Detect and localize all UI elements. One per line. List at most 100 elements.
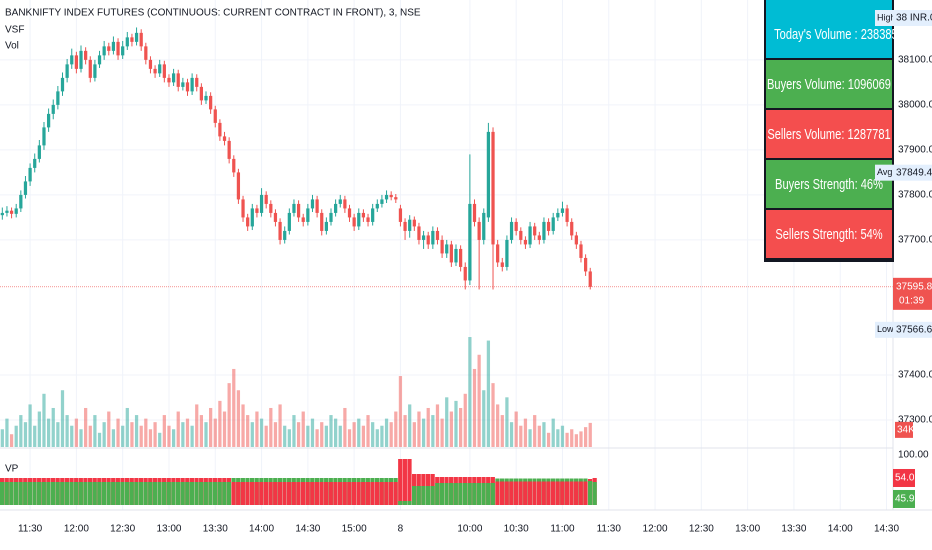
volume-bar	[551, 418, 555, 447]
marker-value: 37849.40	[896, 167, 932, 178]
candle-body	[343, 199, 347, 209]
vp-bar	[374, 482, 380, 505]
candle-body	[102, 46, 106, 56]
candle-body	[167, 77, 171, 83]
candle-body	[445, 244, 449, 254]
volume-bar	[14, 425, 18, 447]
vp-bar	[560, 481, 565, 505]
volume-bar	[403, 415, 407, 447]
candle-body	[171, 73, 176, 83]
y-tick-label: 37400.00	[898, 370, 932, 381]
vp-bar	[120, 482, 125, 505]
vp-bar	[268, 482, 273, 505]
vp-bar	[472, 483, 477, 505]
table-row	[766, 210, 892, 258]
volume-bar	[505, 397, 509, 447]
chart-title: BANKNIFTY INDEX FUTURES (CONTINUOUS: CUR…	[5, 8, 421, 19]
volume-last-label: 34K	[897, 425, 915, 436]
candle-body	[491, 131, 495, 245]
marker-name-box	[875, 10, 893, 26]
volume-bar	[375, 429, 379, 447]
vp-bar	[555, 481, 560, 505]
study-label: VSF	[5, 25, 24, 36]
volume-bar	[343, 407, 347, 447]
candle-body	[310, 199, 315, 209]
candle-body	[324, 221, 328, 231]
volume-bar	[482, 390, 486, 447]
vp-tick-label: 100.00	[898, 450, 929, 461]
volume-bar	[278, 404, 282, 447]
x-tick-label: 11:30	[18, 524, 43, 535]
candle-body	[111, 41, 116, 51]
vp-bar	[402, 501, 407, 505]
x-tick-label: 13:00	[156, 524, 181, 535]
volume-bar	[97, 432, 102, 447]
volume-bar	[134, 415, 139, 447]
candle-body	[23, 181, 28, 195]
volume-bar	[37, 411, 41, 447]
candle-body	[329, 212, 333, 222]
candle-body	[204, 95, 208, 101]
vp-bar	[476, 483, 482, 505]
vp-bar	[185, 482, 190, 505]
candle-body	[259, 194, 264, 213]
y-tick-label: 37300.00	[898, 415, 932, 426]
candle-body	[93, 64, 97, 78]
vp-bar	[240, 482, 245, 505]
volume-bar	[334, 418, 338, 447]
vp-last-box	[893, 489, 915, 508]
vp-bar	[212, 482, 218, 505]
candle-body	[199, 86, 203, 101]
volume-bar	[33, 425, 37, 447]
volume-bar	[167, 425, 171, 447]
candle-body	[42, 127, 46, 146]
volume-bar	[477, 354, 481, 447]
vp-bar	[453, 483, 458, 505]
vp-bar	[587, 481, 593, 505]
candle-body	[347, 208, 352, 218]
volume-bar	[292, 415, 296, 447]
info-table: Today's Volume : 2383850 Buyers Volume: 1…	[764, 0, 904, 262]
vp-bar	[23, 482, 28, 505]
vp-bar	[537, 481, 542, 505]
vp-bar	[111, 482, 116, 505]
candle-body	[158, 64, 162, 74]
candle-body	[519, 230, 523, 240]
candle-body	[273, 212, 278, 222]
volume-bar	[158, 432, 162, 447]
x-tick-label: 10:30	[504, 524, 529, 535]
vp-bar	[236, 482, 241, 505]
volume-last-box	[895, 421, 913, 438]
candle-body	[320, 212, 324, 231]
volume-bar	[70, 425, 74, 447]
vp-bar	[361, 482, 366, 505]
vp-bar	[328, 482, 333, 505]
candle-body	[144, 46, 148, 60]
candle-body	[9, 210, 14, 214]
candle-body	[185, 82, 190, 92]
vp-bar	[245, 482, 250, 505]
volume-bar	[111, 429, 116, 447]
volume-bar	[46, 418, 51, 447]
vp-bar	[546, 481, 551, 505]
candle-body	[454, 248, 458, 263]
marker-name-box	[875, 164, 893, 181]
marker-value-box	[893, 10, 932, 26]
volume-bar	[579, 431, 583, 447]
vp-bar	[398, 501, 403, 505]
vp-bar	[277, 482, 282, 505]
candle-body	[403, 221, 407, 231]
x-tick-label: 11:00	[550, 524, 575, 535]
vp-bar	[384, 482, 389, 505]
volume-bar	[583, 427, 588, 447]
candle-body	[121, 46, 125, 56]
candle-body	[296, 203, 301, 218]
volume-bar	[102, 422, 106, 447]
candle-body	[315, 199, 319, 213]
volume-bar	[148, 429, 153, 447]
marker-value-box	[893, 321, 932, 338]
volume-bar	[468, 337, 472, 447]
candle-body	[190, 77, 194, 92]
volume-bar	[222, 411, 227, 447]
